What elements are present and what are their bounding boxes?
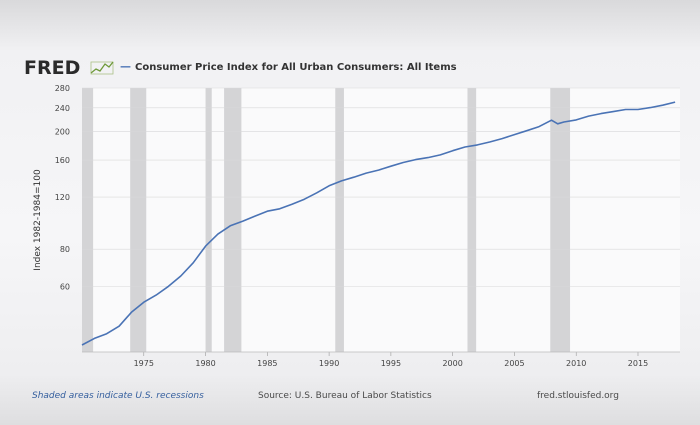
plot-area: [82, 88, 680, 352]
y-tick-label: 200: [55, 127, 70, 136]
fred-logo-text[interactable]: FRED: [24, 57, 80, 79]
recession-band: [335, 88, 344, 352]
recession-band: [467, 88, 477, 352]
x-tick-label: 2015: [628, 359, 648, 368]
x-tick-label: 2010: [566, 359, 586, 368]
recession-band: [550, 88, 571, 352]
x-tick-label: 2000: [442, 359, 462, 368]
x-tick-label: 1995: [381, 359, 401, 368]
x-tick-label: 1990: [319, 359, 339, 368]
gridlines: [82, 87, 680, 287]
y-tick-label: 80: [60, 245, 70, 254]
y-tick-label: 240: [55, 104, 70, 113]
y-tick-label: 160: [55, 156, 70, 165]
series-lines: [81, 101, 676, 346]
recession-band: [224, 88, 242, 352]
y-tick-label: 120: [55, 193, 70, 202]
site-link[interactable]: fred.stlouisfed.org: [537, 391, 619, 401]
x-axis-ticks: 1975 1980 1985 1990 1995 2000 2005 2010 2015: [82, 351, 680, 368]
x-tick-label: 1975: [134, 359, 154, 368]
y-tick-label: 60: [60, 282, 70, 291]
y-axis-label: Index 1982-1984=100: [33, 169, 43, 271]
source-text: Source: U.S. Bureau of Labor Statistics: [258, 391, 432, 401]
legend-dash: —: [120, 60, 131, 73]
x-tick-label: 2005: [504, 359, 524, 368]
recession-band: [82, 88, 94, 352]
y-tick-label: 280: [55, 84, 70, 93]
recession-band: [205, 88, 212, 352]
cpi-series-line: [81, 101, 676, 346]
x-tick-label: 1985: [257, 359, 277, 368]
y-axis-ticks: 60 80 120 160 200 240 280: [55, 84, 70, 291]
recession-band: [130, 88, 147, 352]
recession-note: Shaded areas indicate U.S. recessions: [32, 391, 204, 401]
fred-logo-chart-icon: [90, 61, 114, 75]
series-title: Consumer Price Index for All Urban Consu…: [135, 62, 457, 73]
x-tick-label: 1980: [195, 359, 215, 368]
